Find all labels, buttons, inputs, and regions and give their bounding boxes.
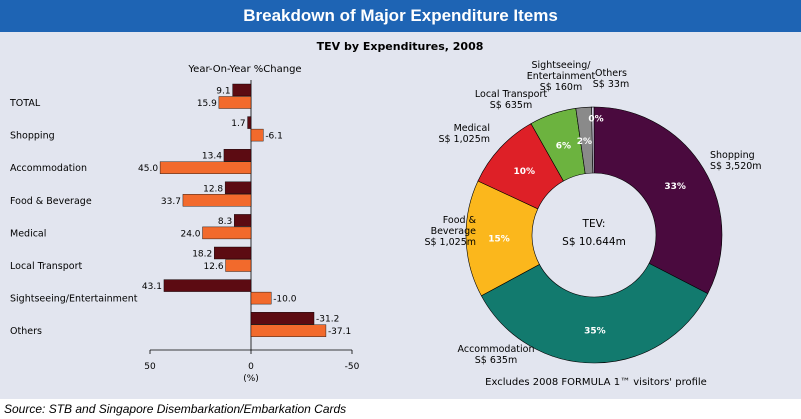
donut-amount-label: S$ 33m [593,79,629,90]
chart-subtitle: TEV by Expenditures, 2008 [317,40,484,53]
bar-category-label: Local Transport [10,261,82,272]
bar-value-label: -37.1 [328,327,351,337]
bar-mark [225,259,252,272]
donut-category-label: Entertainment [527,71,596,82]
bar-category-label: Accommodation [10,163,87,174]
bar-category-label: Others [10,326,42,337]
bar-mark [250,291,272,305]
donut-pct-label: 2% [577,137,592,147]
bar-value-label: -31.2 [316,315,339,325]
bar-value-label: -10.0 [273,295,297,305]
bar-value-label: 12.8 [203,184,223,194]
donut-pct-label: 15% [488,234,510,244]
bar-mark [250,128,264,142]
donut-amount-label: S$ 1,025m [438,134,490,145]
bar-axis-label: (%) [243,374,259,384]
donut-note: Excludes 2008 FORMULA 1™ visitors' profi… [485,377,707,388]
source-note: Source: STB and Singapore Disembarkation… [4,402,347,416]
yoy-bar-chart: Year-On-Year %Change 50 0 -50 (%) TOTAL 9.1… [9,64,360,384]
donut-category-label: Sightseeing/ [532,60,592,71]
donut-slice [591,106,595,174]
bar-tick-label: 50 [144,362,156,372]
donut-category-label: Local Transport [475,89,547,100]
bar-value-label: 13.4 [202,152,222,162]
bar-mark [159,161,252,174]
donut-category-label: Shopping [710,150,755,161]
bar-mark [250,312,315,325]
donut-slice [480,263,709,364]
bar-mark [247,116,252,129]
donut-amount-label: S$ 635m [490,100,532,111]
bar-value-label: -6.1 [265,132,283,142]
bar-category-label: Medical [10,228,46,239]
page-title: Breakdown of Major Expenditure Items [243,6,558,25]
bar-mark [182,194,252,207]
chart-panel: TEV by Expenditures, 2008 Year-On-Year %… [0,32,801,399]
donut-center-value: S$ 10.644m [562,236,626,248]
bar-mark [202,226,252,240]
bar-mark [223,148,252,162]
donut-category-label: Food & [443,215,477,226]
bar-tick-label: -50 [345,362,360,372]
donut-amount-label: S$ 1,025m [424,237,476,248]
bar-category-label: Shopping [10,131,55,142]
bar-value-label: 43.1 [142,282,162,292]
bar-mark [163,279,252,292]
donut-category-label: Accommodation [458,344,535,355]
bar-mark [214,246,252,260]
bar-value-label: 33.7 [161,197,181,207]
donut-slice [593,106,723,295]
chart-canvas: TEV by Expenditures, 2008 Year-On-Year %… [9,40,762,388]
bar-mark [250,324,327,337]
bar-chart-title: Year-On-Year %Change [187,64,301,75]
bar-mark [218,96,252,109]
bar-category-label: Food & Beverage [10,196,92,207]
donut-category-label: Others [595,68,627,79]
bar-value-label: 12.6 [204,262,224,272]
page-header: Breakdown of Major Expenditure Items [0,0,801,32]
donut-pct-label: 35% [584,326,606,336]
donut-category-label: Beverage [431,226,477,237]
bar-value-label: 8.3 [218,217,232,227]
bar-value-label: 18.2 [192,250,212,260]
bar-tick-label: 0 [248,362,254,372]
donut-center-label: TEV: [582,218,606,230]
bar-mark [234,214,252,227]
bar-category-label: Sightseeing/Entertainment [10,294,138,305]
bar-mark [232,83,252,97]
donut-amount-label: S$ 3,520m [710,161,762,172]
donut-pct-label: 6% [556,142,571,152]
bar-category-label: TOTAL [9,98,41,109]
bar-value-label: 9.1 [216,87,230,97]
bar-value-label: 15.9 [197,99,217,109]
bar-value-label: 1.7 [231,119,245,129]
donut-category-label: Medical [454,123,490,134]
donut-amount-label: S$ 635m [475,355,517,366]
donut-amount-label: S$ 160m [540,82,582,93]
bar-mark [224,181,252,195]
donut-pct-label: 10% [513,167,535,177]
donut-pct-label: 33% [664,182,686,192]
bar-value-label: 45.0 [138,164,158,174]
donut-pct-label: 0% [588,115,603,125]
bar-value-label: 24.0 [180,229,200,239]
